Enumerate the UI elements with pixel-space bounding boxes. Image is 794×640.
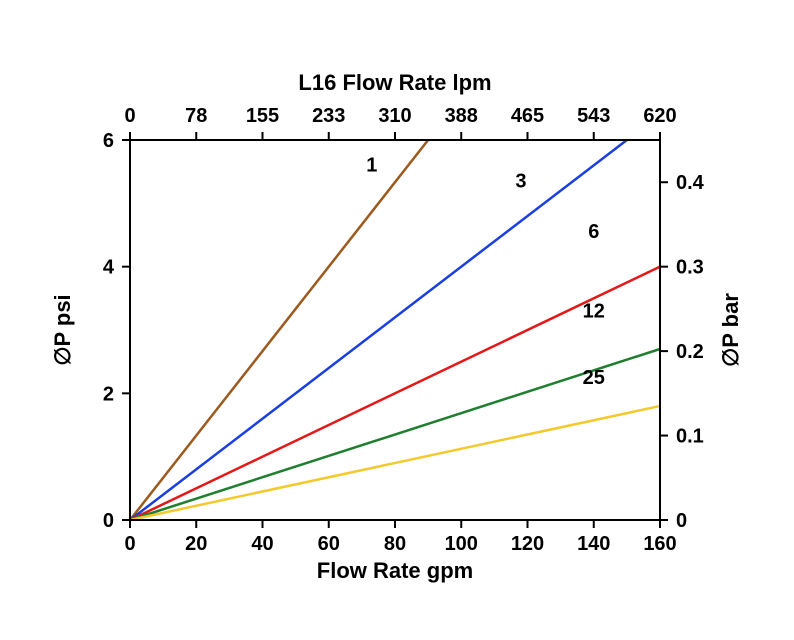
- series-label-12: 12: [583, 300, 605, 322]
- ytick-left-label: 0: [103, 510, 114, 532]
- xtick-top-label: 78: [185, 105, 207, 127]
- axis-title-top: L16 Flow Rate lpm: [298, 70, 491, 95]
- xtick-bottom-label: 80: [384, 533, 406, 555]
- chart-container: 1361225020406080100120140160078155233310…: [0, 0, 794, 640]
- ytick-right-label: 0.2: [676, 341, 704, 363]
- xtick-bottom-label: 40: [251, 533, 273, 555]
- series-label-6: 6: [588, 221, 599, 243]
- axis-title-left: ∅P psi: [50, 294, 75, 365]
- axis-title-bottom: Flow Rate gpm: [317, 558, 473, 583]
- xtick-top-label: 0: [124, 105, 135, 127]
- xtick-top-label: 543: [577, 105, 610, 127]
- ytick-right-label: 0: [676, 510, 687, 532]
- series-label-1: 1: [366, 155, 377, 177]
- xtick-top-label: 155: [246, 105, 279, 127]
- ytick-left-label: 2: [103, 383, 114, 405]
- xtick-bottom-label: 140: [577, 533, 610, 555]
- series-label-3: 3: [515, 171, 526, 193]
- ytick-right-label: 0.1: [676, 426, 704, 448]
- series-label-25: 25: [583, 367, 605, 389]
- xtick-bottom-label: 0: [124, 533, 135, 555]
- xtick-top-label: 233: [312, 105, 345, 127]
- ytick-right-label: 0.4: [676, 172, 705, 194]
- xtick-top-label: 388: [445, 105, 478, 127]
- xtick-top-label: 465: [511, 105, 544, 127]
- ytick-left-label: 6: [103, 130, 114, 152]
- axis-title-right: ∅P bar: [718, 293, 743, 367]
- xtick-bottom-label: 160: [643, 533, 676, 555]
- xtick-bottom-label: 20: [185, 533, 207, 555]
- ytick-left-label: 4: [103, 257, 115, 279]
- flow-rate-chart: 1361225020406080100120140160078155233310…: [0, 0, 794, 640]
- xtick-top-label: 310: [378, 105, 411, 127]
- xtick-top-label: 620: [643, 105, 676, 127]
- xtick-bottom-label: 60: [318, 533, 340, 555]
- xtick-bottom-label: 120: [511, 533, 544, 555]
- ytick-right-label: 0.3: [676, 257, 704, 279]
- xtick-bottom-label: 100: [445, 533, 478, 555]
